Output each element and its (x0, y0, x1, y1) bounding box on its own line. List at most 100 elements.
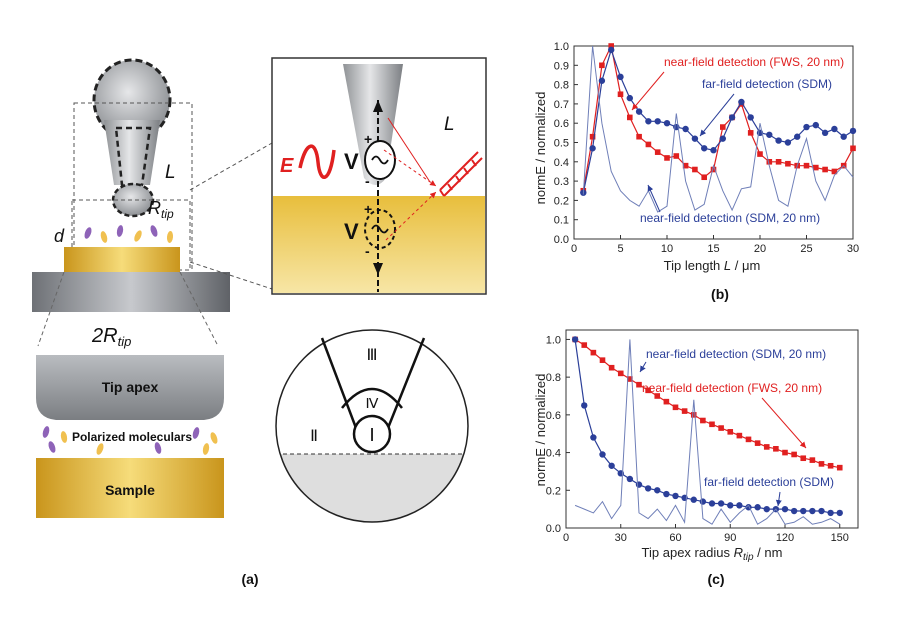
chart-b-point-circle (728, 114, 736, 121)
chart-c-point-circle (654, 487, 661, 494)
chart-c-point-square (654, 393, 661, 399)
chart-b-point-circle (747, 114, 754, 121)
chart-b-point-square (822, 166, 828, 173)
substrate-plate (32, 272, 230, 312)
chart-c-annotation-sdm: near-field detection (SDM, 20 nm) (646, 347, 826, 361)
chart-b-arrow-sdm (647, 184, 661, 213)
chart-b: 0 5 10 15 20 25 30 0.0 0.1 0.2 0.3 0.4 0.5 0.6 0.7 0.8 0… (533, 41, 859, 302)
chart-c-ylabel: normE / normalized (533, 374, 548, 487)
chart-c-plot-frame (565, 329, 859, 529)
region-arc (341, 387, 403, 409)
chart-b-annotation-fws: near-field detection (FWS, 20 nm) (664, 55, 844, 69)
image-dipole-circle (364, 209, 396, 249)
chart-c-xlabel-var: R (734, 545, 743, 560)
chart-b-point-circle (701, 145, 708, 152)
chart-c-point-circle (708, 500, 716, 507)
panel-c-label: (c) (707, 571, 724, 587)
chart-c-point-square (727, 429, 734, 435)
incident-field-wave (298, 144, 336, 179)
chart-c-point-square (754, 440, 761, 446)
chart-c-arrow-far (775, 491, 782, 507)
chart-c-point-square (608, 364, 615, 371)
chart-b-ytick-label: 0.0 (554, 234, 569, 246)
chart-b-point-square (850, 145, 856, 152)
chart-b-point-square (673, 153, 680, 159)
chart-b-ytick-label: 1.0 (554, 41, 569, 53)
region-IV: Ⅳ (366, 395, 379, 411)
molecules-label: Polarized moleculars (72, 430, 192, 444)
chart-c-arrow-sdm (639, 361, 647, 373)
region-apex-circle (352, 414, 392, 454)
tip-radius-sub: tip (161, 207, 174, 221)
chart-c-point-circle (663, 490, 670, 498)
tip-shaft (104, 120, 160, 185)
chart-b-point-circle (645, 118, 652, 125)
sample-label: Sample (105, 482, 155, 498)
chart-b-point-circle (840, 133, 847, 140)
chart-b-point-circle (766, 131, 773, 138)
chart-b-point-circle (589, 145, 596, 152)
chart-b-point-square (813, 164, 819, 171)
chart-b-point-circle (626, 94, 633, 102)
chart-b-xtick-label: 0 (571, 243, 577, 255)
chart-c-point-circle (800, 507, 807, 515)
chart-b-xtick-label: 5 (617, 243, 623, 255)
chart-c-point-circle (736, 502, 743, 509)
chart-b-point-square (710, 166, 717, 173)
chart-c-point-circle (581, 402, 588, 409)
chart-c-arrow-fws (761, 397, 807, 449)
chart-b-point-square (785, 160, 791, 167)
chart-c-point-square (663, 398, 670, 405)
chart-c-point-square (590, 349, 597, 356)
chart-c-annotation-fws: near-field detection (FWS, 20 nm) (642, 381, 822, 395)
chart-b-point-circle (663, 120, 671, 127)
chart-c-ytick-label: 0.2 (546, 485, 561, 497)
inset-axis-arrow-bottom (373, 263, 383, 275)
diameter-sub: tip (118, 334, 132, 349)
chart-b-ytick-label: 0.1 (554, 215, 569, 227)
chart-b-xlabel: Tip length (664, 258, 721, 273)
chart-b-xtick-label: 20 (754, 243, 766, 255)
chart-b-point-square (701, 174, 707, 181)
chart-b-point-square (803, 162, 810, 169)
chart-c-point-square (581, 342, 588, 348)
chart-b-xlabel-unit: / μm (735, 258, 761, 273)
tip-length-label: L (165, 162, 176, 183)
chart-c-point-square (782, 449, 788, 456)
panel-a-label: (a) (241, 571, 258, 587)
chart-c-point-circle (599, 451, 606, 458)
chart-b-point-square (682, 162, 689, 169)
chart-c-xtick-label: 90 (724, 532, 736, 544)
minus-bottom: - (365, 243, 370, 259)
chart-b-point-square (589, 133, 596, 140)
chart-b-annotation-far: far-field detection (SDM) (702, 77, 832, 91)
chart-c-ytick-label: 0.4 (546, 448, 561, 460)
chart-c-point-circle (672, 492, 679, 500)
chart-c-point-square (718, 425, 724, 431)
chart-c-point-circle (727, 502, 734, 509)
chart-b-ylabel: normE / normalized (533, 92, 548, 205)
chart-c-point-square (645, 387, 651, 394)
chart-b-point-square (645, 141, 652, 148)
chart-c-xlabel-unit: / nm (757, 545, 782, 560)
chart-b-point-circle (794, 133, 801, 140)
chart-c-point-square (636, 381, 642, 388)
chart-b-point-square (747, 130, 754, 136)
chart-b-point-circle (803, 123, 810, 131)
chart-c-xtick-label: 0 (563, 532, 569, 544)
field-label: E (280, 155, 294, 177)
chart-c: 0 30 60 90 120 150 0.0 0.2 0.4 0.6 0.8 1.0 normE / … (533, 329, 859, 587)
chart-c-point-square (809, 457, 816, 463)
chart-c-point-square (800, 455, 807, 462)
chart-c-point-circle (827, 509, 834, 517)
chart-b-xlabel-var: L (724, 258, 731, 273)
chart-c-series (571, 336, 843, 525)
zoom-lines-bottom (37, 271, 219, 347)
chart-c-point-circle (763, 505, 770, 513)
chart-c-xlabel-sub: tip (743, 552, 754, 563)
chart-b-xtick-label: 10 (661, 243, 673, 255)
chart-c-point-circle (699, 498, 707, 505)
chart-b-ytick-label: 0.7 (554, 99, 569, 111)
chart-b-ytick-label: 0.3 (554, 176, 569, 188)
chart-c-point-circle (644, 485, 652, 492)
